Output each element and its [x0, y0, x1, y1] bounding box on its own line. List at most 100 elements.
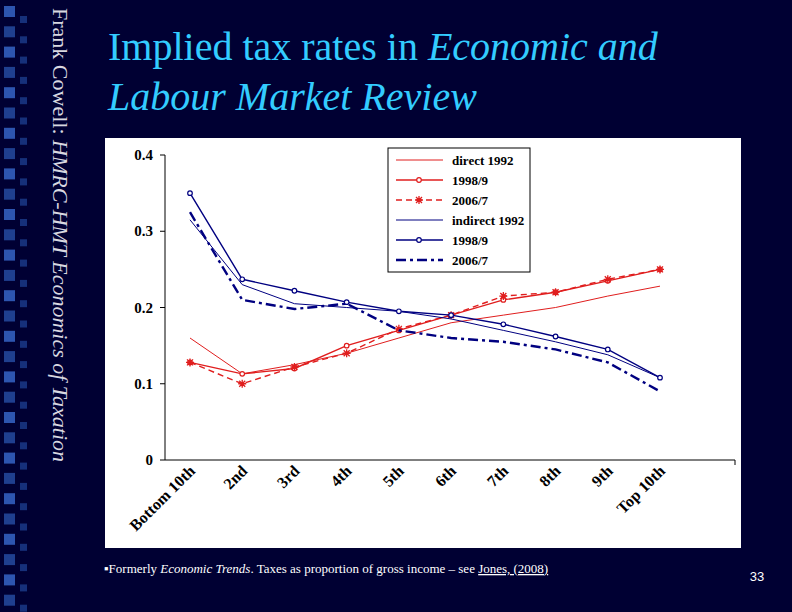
decor-square: [4, 148, 15, 159]
y-tick-label: 0.2: [134, 300, 153, 316]
decor-square: [20, 605, 27, 612]
legend-label: direct 1992: [452, 153, 514, 168]
decor-square: [4, 574, 15, 585]
decor-square: [4, 108, 15, 119]
marker: [656, 265, 664, 273]
decor-square: [4, 351, 15, 362]
decor-square: [20, 77, 27, 84]
legend-swatch: [396, 220, 443, 221]
decor-square: [4, 229, 15, 240]
text-run: Implied tax rates in: [108, 24, 428, 69]
decor-square: [4, 128, 15, 139]
decor-square: [4, 6, 15, 17]
decor-square: [20, 524, 27, 531]
decor-square: [20, 402, 27, 409]
marker: [292, 288, 297, 293]
marker: [240, 277, 245, 282]
marker: [343, 349, 351, 357]
decor-square: [4, 168, 15, 179]
x-tick-label: 8th: [536, 462, 564, 490]
footnote: ▪Formerly Economic Trends. Taxes as prop…: [104, 561, 548, 576]
marker: [447, 311, 455, 319]
decor-square: [4, 473, 15, 484]
side-text: Frank Cowell: HMRC-HMT Economics of Taxa…: [48, 8, 73, 462]
legend-marker: [417, 178, 422, 183]
x-tick-label: 2nd: [220, 462, 250, 492]
marker: [553, 334, 558, 339]
marker: [605, 347, 610, 352]
decor-square: [4, 412, 15, 423]
decor-square: [4, 534, 15, 545]
y-tick-label: 0.1: [134, 376, 153, 392]
decor-square: [20, 381, 27, 388]
decor-square: [4, 493, 15, 504]
legend-marker-shape: [417, 178, 422, 183]
decor-square: [20, 239, 27, 246]
text-run: Frank Cowell:: [48, 8, 73, 140]
decor-square: [20, 463, 27, 470]
decor-square: [4, 595, 15, 606]
page-number: 33: [750, 569, 764, 584]
y-tick-label: 0.4: [134, 147, 153, 163]
decor-square: [20, 564, 27, 571]
decor-square: [4, 554, 15, 565]
decor-square: [20, 341, 27, 348]
x-tick-label: 6th: [431, 462, 459, 490]
decor-square: [20, 422, 27, 429]
decor-square: [20, 544, 27, 551]
chart-area: [105, 138, 741, 548]
decor-square: [20, 361, 27, 368]
marker: [290, 363, 298, 371]
marker: [552, 288, 560, 296]
decor-square: [20, 16, 27, 23]
marker: [449, 313, 454, 318]
legend-marker: [417, 238, 422, 243]
slide: Frank Cowell: HMRC-HMT Economics of Taxa…: [0, 0, 792, 612]
text-run: ▪Formerly: [104, 561, 160, 576]
marker: [186, 358, 194, 366]
legend-label: 2006/7: [452, 193, 489, 208]
y-tick: [160, 155, 165, 156]
text-run: Labour Market Review: [107, 74, 477, 119]
decor-square: [4, 270, 15, 281]
x-tick-label: Bottom 10th: [126, 462, 198, 534]
decor-square: [20, 300, 27, 307]
legend-label: 1998/9: [452, 173, 489, 188]
marker: [658, 375, 663, 380]
x-tick-label: Top 10th: [613, 462, 668, 517]
text-run: Economic Trends: [159, 561, 250, 576]
marker: [188, 191, 193, 196]
decor-square: [20, 138, 27, 145]
series-line: [190, 286, 660, 374]
legend-marker: [415, 196, 423, 204]
decor-square: [20, 442, 27, 449]
decor-square: [4, 189, 15, 200]
decor-square: [4, 514, 15, 525]
y-tick: [160, 231, 165, 232]
decor-square: [4, 392, 15, 403]
legend-marker-shape: [415, 196, 423, 204]
y-tick-label: 0: [146, 452, 154, 468]
x-axis-end: [735, 460, 736, 465]
decor-square: [4, 371, 15, 382]
y-tick-label: 0.3: [134, 223, 153, 239]
decor-square: [4, 26, 15, 37]
decor-square: [4, 47, 15, 58]
decor-square: [4, 87, 15, 98]
legend-label: indirect 1992: [452, 213, 524, 228]
y-tick: [160, 460, 165, 461]
decor-square: [20, 158, 27, 165]
text-run: HMRC-HMT Economics of Taxation: [48, 139, 73, 462]
legend-marker-shape: [417, 238, 422, 243]
decor-square: [4, 290, 15, 301]
marker: [344, 343, 349, 348]
x-tick-label: 4th: [327, 462, 355, 490]
marker: [395, 325, 403, 333]
decor-square: [20, 199, 27, 206]
marker: [240, 372, 245, 377]
marker: [449, 313, 454, 318]
text-run: Jones, (2008): [478, 561, 548, 576]
series-line: [190, 269, 660, 383]
decor-square: [4, 250, 15, 261]
decor-square: [4, 432, 15, 443]
